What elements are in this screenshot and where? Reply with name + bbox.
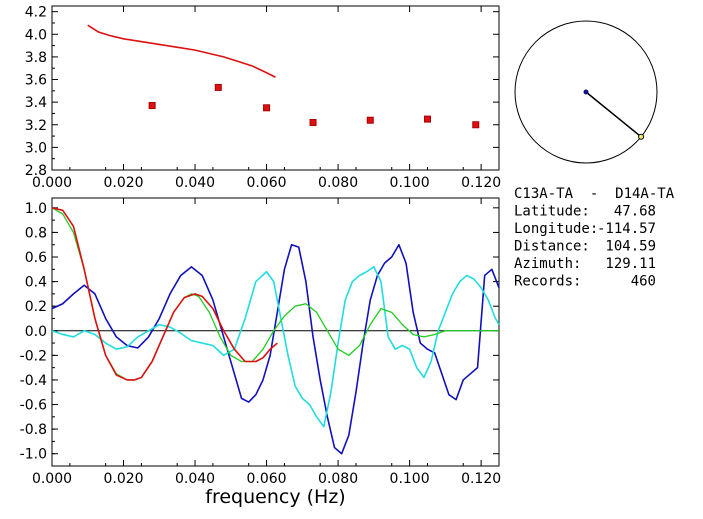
top-y-tick-label: 4.0 [25,27,47,43]
info-label: Azimuth: [514,256,581,272]
top-x-tick-label: 0.100 [390,175,430,191]
bottom-y-tick-label: -0.4 [20,373,47,389]
cyan-correlation-curve [51,266,500,428]
info-label: Records: [514,274,581,290]
top-plot-frame [51,5,500,171]
station-pair-label: C13A-TA - D14A-TA [514,186,675,202]
bottom-y-tick-label: 1.0 [25,201,47,217]
top-y-tick-label: 3.2 [25,118,47,134]
phase-velocity-point [423,115,431,123]
top-y-tick-label: 3.6 [25,73,47,89]
velocity-plot: 0.000 0.020 0.040 0.060 0.080 0.100 0.120 2.8 3.… [25,5,501,191]
info-label: Distance: [514,239,590,255]
phase-velocity-point [263,104,271,112]
bottom-y-tick-label: 0.8 [25,225,47,241]
phase-velocity-point [214,83,222,91]
info-value: 460 [631,274,656,290]
top-y-tick-label: 3.8 [25,50,47,66]
top-x-tick-label: 0.020 [103,175,143,191]
top-x-tick-label: 0.120 [461,175,501,191]
bottom-x-tick-label: 0.040 [175,471,215,487]
top-x-tick-label: 0.080 [318,175,358,191]
bottom-x-tick-label: 0.020 [103,471,143,487]
x-axis-label: frequency (Hz) [205,486,345,508]
info-value: 129.11 [605,256,656,272]
phase-velocity-point [472,121,480,129]
info-value: 104.59 [605,239,656,255]
station-info-panel: C13A-TA - D14A-TA Latitude: 47.68 Longitud… [514,186,675,290]
info-label: Latitude: [514,204,590,220]
top-y-tick-label: 4.2 [25,5,47,21]
blue-correlation-curve [51,243,500,455]
top-y-tick-label: 3.0 [25,140,47,156]
bottom-y-tick-label: 0.4 [25,275,47,291]
top-x-tick-label: 0.060 [247,175,287,191]
bottom-x-tick-label: 0.100 [390,471,430,487]
top-y-tick-label: 2.8 [25,163,47,179]
bottom-y-tick-label: 0.0 [25,324,47,340]
station-dot [638,133,645,140]
bottom-x-tick-label: 0.000 [32,471,72,487]
azimuth-line [585,91,642,138]
azimuth-compass [514,20,658,164]
bottom-x-tick-label: 0.060 [247,471,287,487]
info-value: -114.57 [597,221,656,237]
compass-circle [514,20,658,164]
compass-center-dot [583,89,589,95]
top-y-tick-label: 3.4 [25,95,47,111]
bottom-y-tick-label: -0.8 [20,422,47,438]
bottom-x-tick-label: 0.080 [318,471,358,487]
info-value: 47.68 [614,204,656,220]
phase-velocity-point [366,116,374,124]
dispersion-curve [87,24,276,78]
bottom-y-tick-label: 0.6 [25,250,47,266]
phase-velocity-point [309,118,317,126]
top-x-tick-label: 0.000 [32,175,72,191]
correlation-plot: 0.000 0.020 0.040 0.060 0.080 0.100 0.120 1.0 0.… [20,197,501,508]
bottom-plot-frame [51,197,500,467]
red-fit-curve [51,207,278,381]
bottom-x-tick-label: 0.120 [461,471,501,487]
bottom-y-tick-label: -0.6 [20,398,47,414]
phase-velocity-point [148,102,156,110]
bottom-y-tick-label: -1.0 [20,447,47,463]
top-x-tick-label: 0.040 [175,175,215,191]
info-label: Longitude: [514,221,598,237]
bottom-y-tick-label: -0.2 [20,348,47,364]
bottom-y-tick-label: 0.2 [25,299,47,315]
